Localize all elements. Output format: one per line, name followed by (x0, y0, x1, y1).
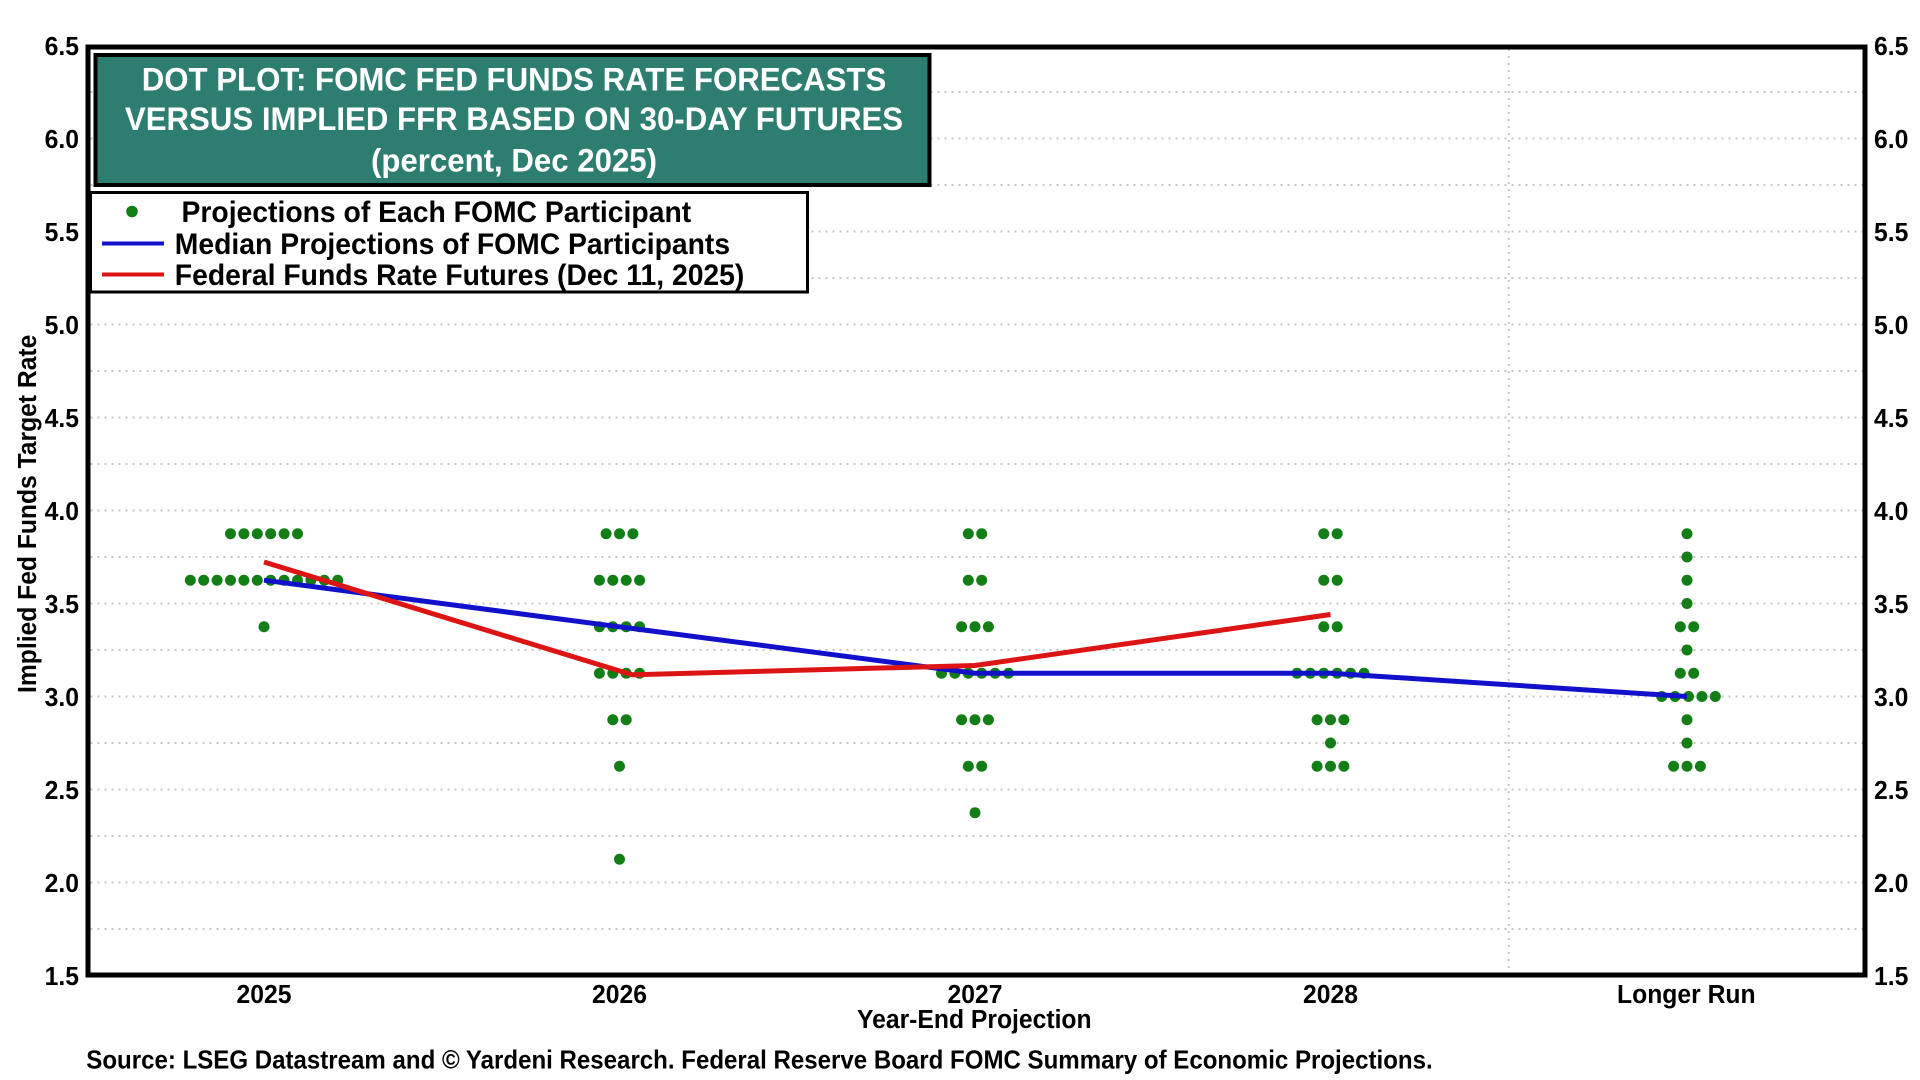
svg-text:3.5: 3.5 (1874, 590, 1908, 619)
svg-text:1.5: 1.5 (1874, 962, 1908, 991)
svg-text:3.0: 3.0 (45, 683, 79, 712)
svg-text:6.5: 6.5 (45, 32, 79, 61)
svg-text:2027: 2027 (948, 980, 1003, 1009)
svg-text:4.5: 4.5 (45, 404, 79, 433)
svg-text:2026: 2026 (592, 980, 647, 1009)
svg-text:Source: LSEG Datastream and ©: Source: LSEG Datastream and © Yardeni Re… (86, 1046, 1432, 1075)
svg-text:5.5: 5.5 (1874, 218, 1908, 247)
svg-text:5.0: 5.0 (1874, 311, 1908, 340)
svg-text:4.0: 4.0 (1874, 497, 1908, 526)
svg-text:Implied Fed Funds Target Rate: Implied Fed Funds Target Rate (13, 335, 42, 693)
svg-text:Year-End Projection: Year-End Projection (857, 1005, 1092, 1034)
svg-text:(percent, Dec 2025): (percent, Dec 2025) (371, 142, 657, 178)
svg-text:6.5: 6.5 (1874, 32, 1908, 61)
svg-text:Longer Run: Longer Run (1617, 980, 1755, 1009)
svg-text:2.5: 2.5 (1874, 776, 1908, 805)
svg-text:2.5: 2.5 (45, 776, 79, 805)
svg-text:2028: 2028 (1303, 980, 1358, 1009)
svg-text:2.0: 2.0 (45, 869, 79, 898)
svg-text:Median Projections of FOMC Par: Median Projections of FOMC Participants (175, 228, 730, 261)
svg-text:3.0: 3.0 (1874, 683, 1908, 712)
svg-text:4.0: 4.0 (45, 497, 79, 526)
svg-text:Projections of Each FOMC Parti: Projections of Each FOMC Participant (182, 196, 692, 229)
svg-text:4.5: 4.5 (1874, 404, 1908, 433)
svg-text:2.0: 2.0 (1874, 869, 1908, 898)
svg-text:2025: 2025 (237, 980, 292, 1009)
svg-text:6.0: 6.0 (1874, 125, 1908, 154)
svg-text:5.0: 5.0 (45, 311, 79, 340)
svg-text:Federal Funds Rate Futures (De: Federal Funds Rate Futures (Dec 11, 2025… (175, 259, 745, 292)
svg-text:DOT PLOT: FOMC FED FUNDS RATE: DOT PLOT: FOMC FED FUNDS RATE FORECASTS (142, 61, 887, 97)
svg-text:1.5: 1.5 (45, 962, 79, 991)
svg-text:3.5: 3.5 (45, 590, 79, 619)
svg-text:VERSUS IMPLIED FFR BASED ON 30: VERSUS IMPLIED FFR BASED ON 30-DAY FUTUR… (125, 101, 903, 137)
svg-text:5.5: 5.5 (45, 218, 79, 247)
svg-text:6.0: 6.0 (45, 125, 79, 154)
